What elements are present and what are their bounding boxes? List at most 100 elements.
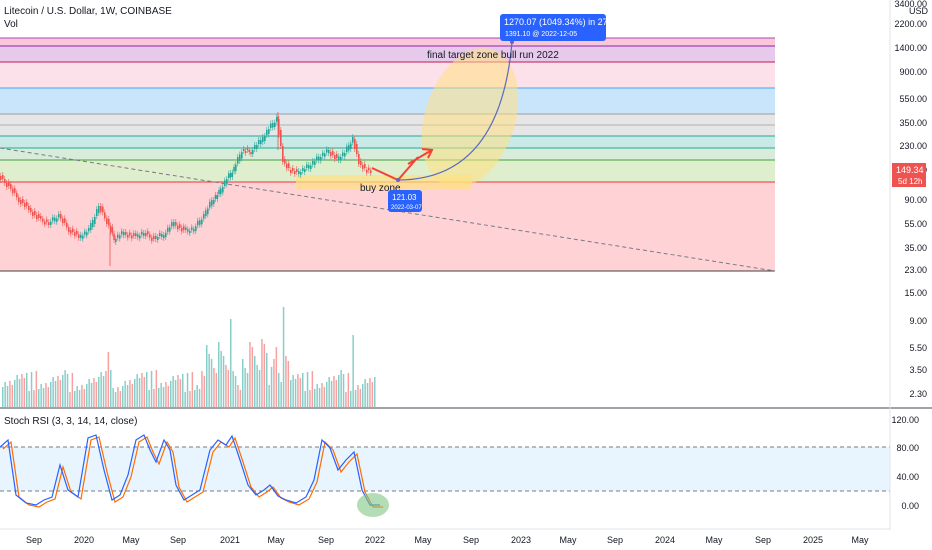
volume-label[interactable]: Vol	[4, 19, 18, 30]
volume-bar	[2, 387, 4, 407]
candle-body	[20, 200, 22, 204]
candle-body	[74, 232, 76, 236]
candle-body	[109, 225, 112, 232]
rsi-tick-label: 40.00	[896, 472, 919, 482]
candle-body	[108, 219, 110, 226]
up-arrow[interactable]	[407, 149, 433, 165]
volume-bar	[179, 379, 182, 407]
candle-body	[68, 227, 70, 232]
price-axis[interactable]: 3400.00 2200.00 1400.00 900.00 550.00 350.00 2…	[894, 0, 927, 399]
candle-body	[282, 146, 284, 162]
zone-bands	[0, 37, 775, 272]
buy-zone-label[interactable]: buy zone	[360, 183, 401, 194]
candle-body	[278, 119, 280, 135]
rsi-axis[interactable]: 120.00 80.00 40.00 0.00	[891, 415, 919, 511]
time-tick-label: Sep	[755, 535, 771, 545]
volume-bar	[146, 372, 148, 407]
currency-label: USD	[909, 6, 929, 16]
time-tick-label: 2024	[655, 535, 675, 545]
volume-bar	[215, 373, 218, 407]
stoch-rsi-title[interactable]: Stoch RSI (3, 3, 14, 14, close)	[4, 416, 138, 427]
buy-zone-rect[interactable]	[296, 175, 472, 189]
volume-bar	[364, 379, 366, 407]
volume-bar	[230, 319, 232, 407]
chart-title[interactable]: Litecoin / U.S. Dollar, 1W, COINBASE	[4, 6, 172, 17]
low-callout[interactable]: 121.03 2022-03-07	[388, 190, 422, 212]
time-tick-label: May	[267, 535, 285, 545]
volume-bar	[9, 381, 11, 407]
candle-body	[58, 214, 60, 218]
measure-callout[interactable]: 1270.07 (1049.34%) in 273d 1391.10 @ 202…	[500, 14, 618, 41]
volume-bar	[345, 392, 347, 407]
volume-bar	[177, 375, 179, 407]
volume-bar	[369, 378, 371, 407]
volume-bar	[297, 374, 299, 407]
candle-body	[244, 151, 247, 153]
volume-bar	[138, 378, 141, 407]
time-tick-label: 2021	[220, 535, 240, 545]
price-tick-label: 35.00	[904, 243, 927, 253]
candle-body	[274, 122, 276, 127]
candle-body	[304, 169, 306, 172]
candle-body	[62, 218, 64, 224]
volume-bar	[191, 372, 194, 407]
candle-body	[201, 219, 203, 225]
candle-body	[32, 212, 34, 216]
candle-body	[40, 216, 42, 219]
svg-text:2022-03-07: 2022-03-07	[391, 205, 422, 211]
candle-body	[358, 154, 360, 164]
projection-curve[interactable]	[397, 41, 513, 181]
candle-body	[14, 188, 16, 193]
candle-body	[181, 227, 183, 232]
candle-body	[123, 232, 125, 236]
rsi-tick-label: 80.00	[896, 443, 919, 453]
volume-bar	[208, 354, 210, 407]
candle-body	[346, 146, 348, 152]
volume-bar	[74, 391, 76, 407]
volume-bar	[38, 389, 40, 407]
volume-bar	[357, 385, 359, 407]
rsi-highlight[interactable]	[357, 493, 389, 517]
volume-bar	[210, 359, 213, 407]
candle-body	[197, 220, 199, 226]
candle-body	[222, 187, 224, 193]
candle-body	[233, 167, 235, 172]
volume-bar	[354, 390, 357, 407]
candle-body	[187, 229, 189, 232]
candle-body	[310, 165, 312, 169]
candle-body	[106, 218, 108, 224]
candle-body	[268, 129, 270, 134]
candle-body	[286, 163, 288, 169]
candle-body	[88, 228, 90, 232]
candle-body	[191, 227, 193, 230]
volume-bar	[189, 391, 191, 407]
volume-bar	[323, 387, 326, 407]
candle-body	[243, 149, 245, 151]
candle-body	[228, 173, 230, 178]
candle-body	[306, 164, 308, 168]
volume-bar	[194, 390, 196, 407]
volume-bar	[309, 390, 311, 407]
candle-body	[352, 137, 354, 143]
volume-bar	[102, 376, 105, 407]
volume-bar	[52, 377, 54, 407]
candle-body	[199, 220, 201, 225]
trendline[interactable]	[0, 147, 776, 272]
volume-bar	[186, 373, 189, 407]
volume-bar	[105, 371, 107, 407]
volume-bar	[26, 373, 28, 407]
volume-bar	[76, 386, 78, 407]
time-tick-label: Sep	[318, 535, 334, 545]
volume-bar	[78, 390, 81, 407]
candle-body	[127, 234, 129, 238]
target-zone-label[interactable]: final target zone bull run 2022	[427, 50, 559, 61]
candle-body	[216, 195, 219, 199]
price-tick-label: 1400.00	[894, 43, 927, 53]
candle-body	[129, 232, 131, 236]
time-axis[interactable]: Sep 2020 May Sep 2021 May Sep 2022 May Sep 2023 May…	[26, 535, 869, 545]
candle-body	[179, 224, 181, 228]
volume-bar	[66, 374, 69, 407]
volume-bar	[314, 389, 316, 407]
target-zone-ellipse[interactable]	[405, 36, 535, 201]
